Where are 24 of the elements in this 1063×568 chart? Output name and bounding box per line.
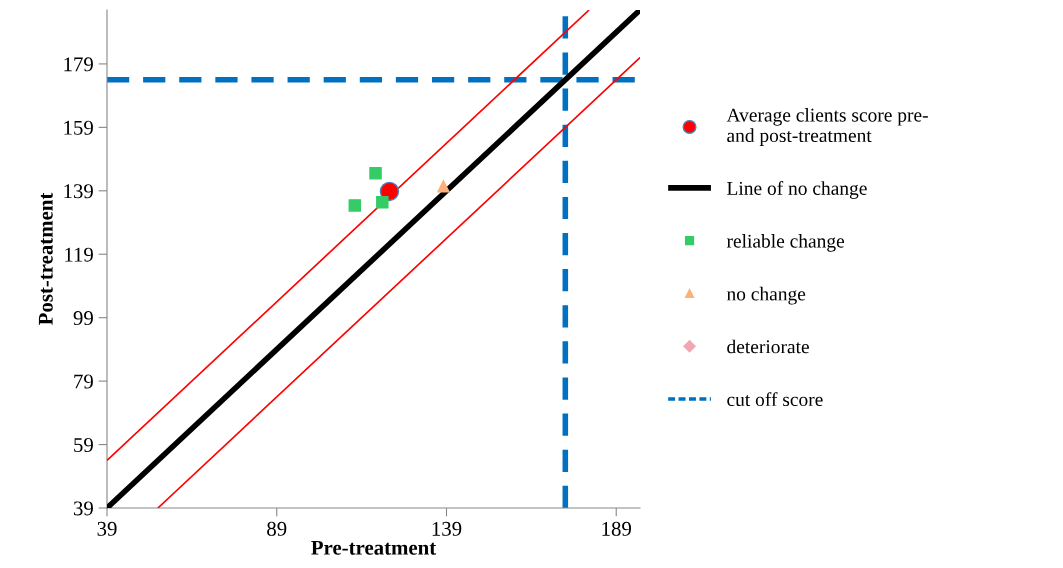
y-tick-label: 119 [65, 247, 93, 262]
y-tick-label: 99 [73, 311, 93, 326]
legend-label: Line of no change [727, 181, 867, 199]
x-tick-label: 89 [267, 521, 287, 536]
point [348, 199, 362, 212]
y-tick-label: 79 [74, 374, 93, 389]
x-tick-label: 139 [432, 521, 462, 536]
x-axis-title: Pre-treatment [311, 540, 437, 555]
y-tick-label: 59 [74, 437, 93, 452]
legend-label: reliable change [726, 234, 845, 252]
y-tick-label: 179 [64, 57, 93, 72]
point [437, 180, 450, 193]
y-tick-label: 139 [64, 184, 93, 199]
legend-label: Average clients score pre- and post-treatment [726, 107, 928, 147]
y-tick-label: 159 [64, 120, 93, 135]
x-tick-label: 189 [602, 521, 632, 536]
point [376, 195, 389, 209]
point [369, 167, 382, 180]
x-tick-label: 39 [97, 521, 117, 536]
legend-label: no change [726, 286, 806, 305]
legend-label: cut off score [727, 392, 823, 407]
y-tick-label: 39 [73, 501, 93, 516]
legend-label: deteriorate [727, 339, 809, 354]
y-axis-title: Post-treatment [38, 192, 53, 325]
